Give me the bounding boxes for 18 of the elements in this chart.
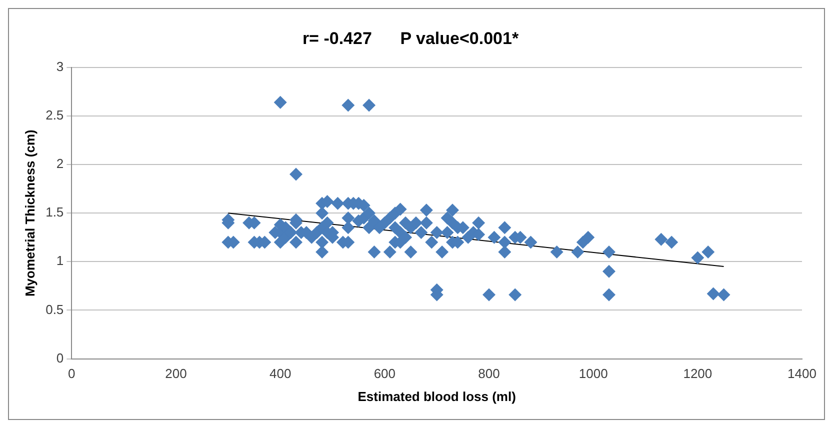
y-tick-label: 1.5 [46, 204, 64, 220]
y-axis-title: Myometrial Thickness (cm) [22, 130, 38, 297]
x-tick-label: 600 [374, 366, 396, 382]
y-tick-label: 0.5 [46, 302, 64, 317]
x-tick-label: 200 [165, 366, 187, 382]
x-tick-label: 1000 [578, 366, 608, 382]
x-tick-label: 400 [269, 366, 292, 382]
chart-title: r= -0.427 P value<0.001* [302, 28, 519, 48]
y-tick-label: 2 [56, 156, 64, 172]
x-tick-label: 800 [478, 366, 500, 382]
x-tick-label: 1400 [788, 366, 816, 382]
x-axis-title: Estimated blood loss (ml) [358, 388, 516, 404]
y-tick-label: 2.5 [46, 108, 64, 123]
y-tick-label: 0 [56, 350, 64, 366]
x-tick-label: 0 [68, 366, 76, 382]
y-tick-label: 3 [56, 58, 64, 74]
y-tick-label: 1 [56, 253, 64, 268]
x-tick-label: 1200 [683, 366, 712, 382]
